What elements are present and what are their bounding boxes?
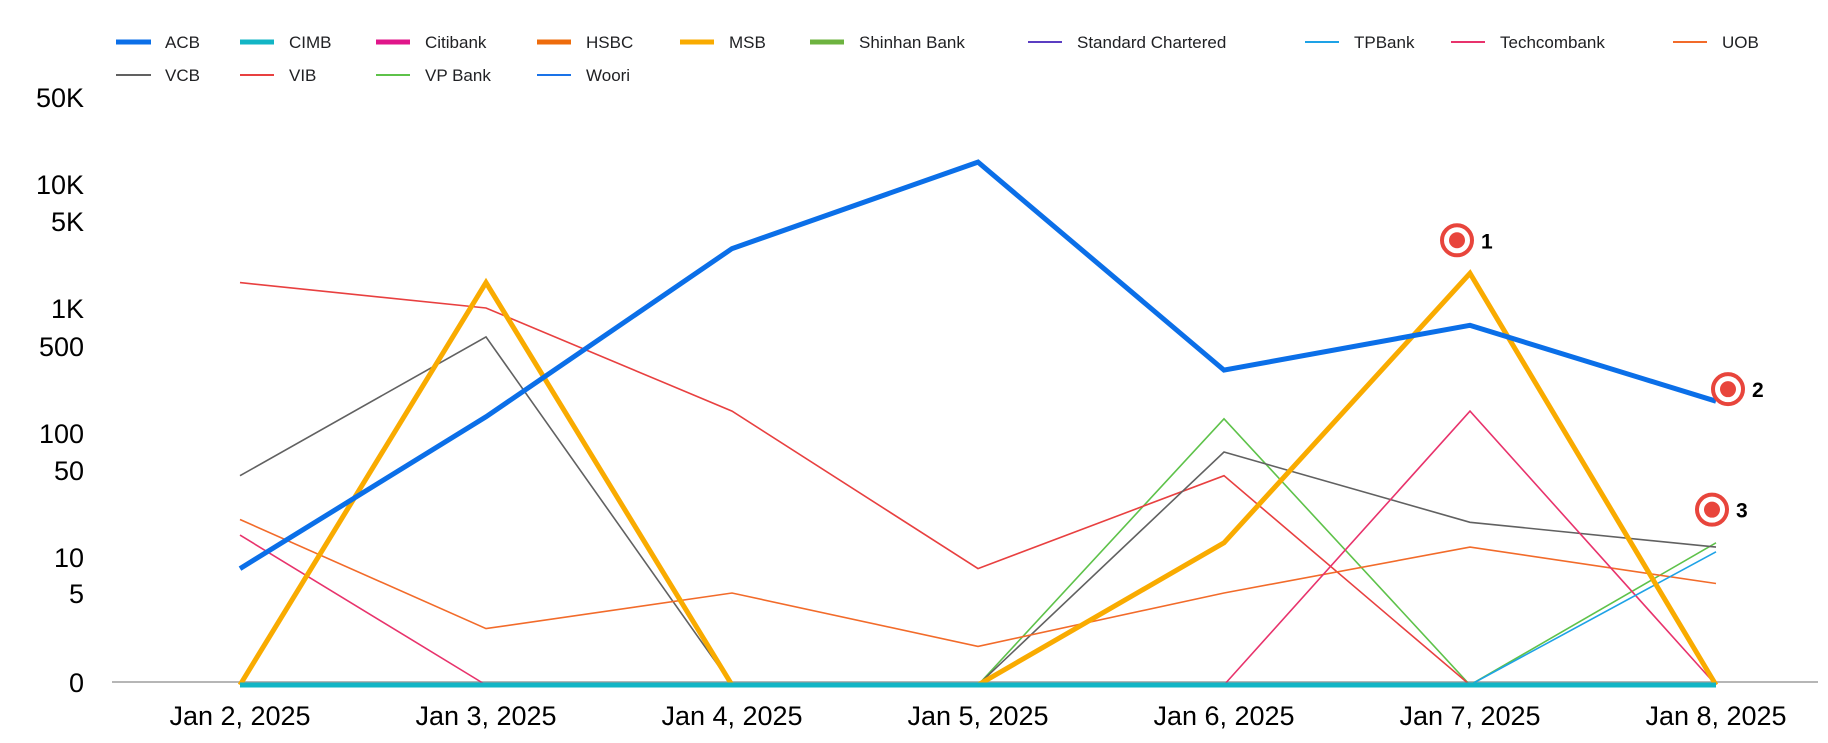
series-line-vcb	[239, 335, 1717, 686]
legend-item-vib: VIB	[240, 66, 316, 85]
legend-item-msb: MSB	[680, 33, 766, 52]
legend-item-vp-bank: VP Bank	[376, 66, 491, 85]
legend-label-hsbc: HSBC	[586, 33, 633, 52]
legend-label-citibank: Citibank	[425, 33, 487, 52]
annotation-1: 1	[1440, 223, 1493, 258]
y-tick-label-5k: 5K	[51, 207, 84, 237]
legend-item-tpbank: TPBank	[1305, 33, 1415, 52]
legend-label-vib: VIB	[289, 66, 316, 85]
x-tick-label-jan-4-2025: Jan 4, 2025	[661, 701, 802, 731]
legend-label-acb: ACB	[165, 33, 200, 52]
annotations: 1 2 3	[1440, 223, 1764, 527]
annotation-marker-dot	[1449, 232, 1465, 249]
legend-label-vp-bank: VP Bank	[425, 66, 491, 85]
annotation-3: 3	[1695, 492, 1748, 527]
x-tick-label-jan-5-2025: Jan 5, 2025	[907, 701, 1048, 731]
legend-label-uob: UOB	[1722, 33, 1759, 52]
legend-label-tpbank: TPBank	[1354, 33, 1415, 52]
series-line-acb	[238, 159, 1717, 571]
legend-item-uob: UOB	[1673, 33, 1759, 52]
legend-label-woori: Woori	[586, 66, 630, 85]
legend-item-shinhan-bank: Shinhan Bank	[810, 33, 965, 52]
annotation-marker-dot	[1720, 381, 1736, 398]
legend-label-vcb: VCB	[165, 66, 200, 85]
legend-label-shinhan-bank: Shinhan Bank	[859, 33, 965, 52]
annotation-marker-dot	[1704, 501, 1720, 518]
legend-item-woori: Woori	[537, 66, 630, 85]
y-axis-ticks: 0 5 10 50 100 500 1K 5K 10K 50K	[36, 83, 84, 698]
legend-item-vcb: VCB	[116, 66, 200, 85]
annotation-label-2: 2	[1752, 379, 1764, 402]
annotation-label-1: 1	[1481, 230, 1493, 253]
annotation-2: 2	[1711, 372, 1764, 407]
y-tick-label-1k: 1K	[51, 294, 84, 324]
legend-item-acb: ACB	[116, 33, 200, 52]
x-tick-label-jan-8-2025: Jan 8, 2025	[1645, 701, 1786, 731]
legend-item-hsbc: HSBC	[537, 33, 633, 52]
legend-item-cimb: CIMB	[240, 33, 332, 52]
series-line-uob	[239, 518, 1717, 648]
x-tick-label-jan-2-2025: Jan 2, 2025	[169, 701, 310, 731]
annotation-label-3: 3	[1736, 500, 1748, 523]
x-tick-label-jan-3-2025: Jan 3, 2025	[415, 701, 556, 731]
y-tick-label-10: 10	[54, 543, 84, 573]
y-tick-label-5: 5	[69, 579, 84, 609]
legend-label-cimb: CIMB	[289, 33, 332, 52]
series-line-vib	[239, 281, 1716, 686]
y-tick-label-50: 50	[54, 456, 84, 486]
x-axis-ticks: Jan 2, 2025 Jan 3, 2025 Jan 4, 2025 Jan 5, …	[169, 701, 1786, 731]
series-line-vp-bank	[240, 417, 1717, 687]
series-line-techcombank	[239, 409, 1717, 686]
legend-item-standard-chartered: Standard Chartered	[1028, 33, 1226, 52]
y-tick-label-50k: 50K	[36, 83, 84, 113]
x-tick-label-jan-6-2025: Jan 6, 2025	[1153, 701, 1294, 731]
legend-label-standard-chartered: Standard Chartered	[1077, 33, 1226, 52]
legend-item-citibank: Citibank	[376, 33, 487, 52]
legend: ACB CIMB Citibank HSBC MSB Shinhan Bank Standa…	[116, 33, 1759, 85]
legend-item-techcombank: Techcombank	[1451, 33, 1605, 52]
y-tick-label-0: 0	[69, 668, 84, 698]
legend-label-msb: MSB	[729, 33, 766, 52]
y-tick-label-10k: 10K	[36, 170, 84, 200]
y-tick-label-500: 500	[39, 332, 84, 362]
x-tick-label-jan-7-2025: Jan 7, 2025	[1399, 701, 1540, 731]
series-lines	[237, 159, 1719, 688]
legend-label-techcombank: Techcombank	[1500, 33, 1605, 52]
y-tick-label-100: 100	[39, 419, 84, 449]
